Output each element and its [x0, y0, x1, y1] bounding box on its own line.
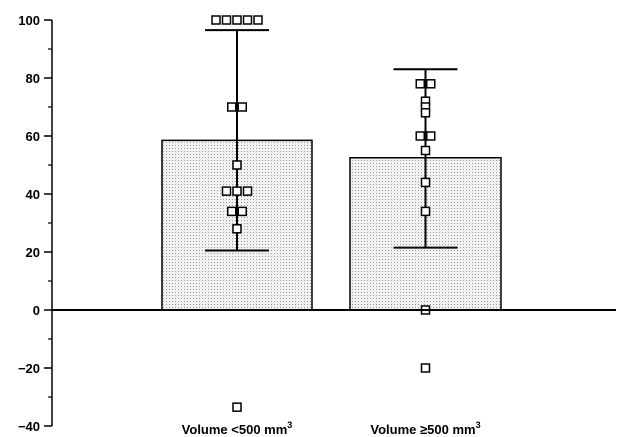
data-point	[227, 206, 237, 217]
y-tick-label: 40	[26, 187, 40, 202]
data-point	[420, 145, 431, 156]
category-label-2: Volume ≥500 mm3	[370, 420, 480, 437]
y-tick-label: 0	[33, 303, 40, 318]
data-point	[237, 206, 247, 217]
data-point	[420, 177, 431, 188]
data-point	[426, 79, 436, 89]
data-point	[232, 15, 242, 25]
data-point	[426, 131, 436, 141]
y-tick-label: 20	[26, 245, 40, 260]
data-point	[420, 108, 431, 118]
y-tick-label: 80	[26, 71, 40, 86]
data-point	[415, 131, 425, 141]
y-tick-label: 100	[18, 13, 40, 28]
data-point	[242, 186, 253, 196]
data-point	[420, 206, 431, 217]
data-point	[221, 15, 232, 25]
data-point	[227, 102, 237, 112]
data-point	[232, 160, 242, 170]
data-point	[221, 186, 232, 196]
y-tick-label: −20	[18, 361, 40, 376]
data-point	[237, 102, 247, 112]
data-point	[420, 363, 431, 373]
data-point	[242, 15, 253, 25]
category-label-1: Volume <500 mm3	[182, 420, 293, 437]
data-point	[232, 186, 242, 196]
data-point	[253, 15, 263, 25]
data-point	[415, 79, 425, 89]
data-point	[232, 224, 242, 234]
data-point	[232, 402, 242, 412]
y-tick-label: 60	[26, 129, 40, 144]
y-tick-label: −40	[18, 419, 40, 434]
data-point	[211, 15, 221, 25]
